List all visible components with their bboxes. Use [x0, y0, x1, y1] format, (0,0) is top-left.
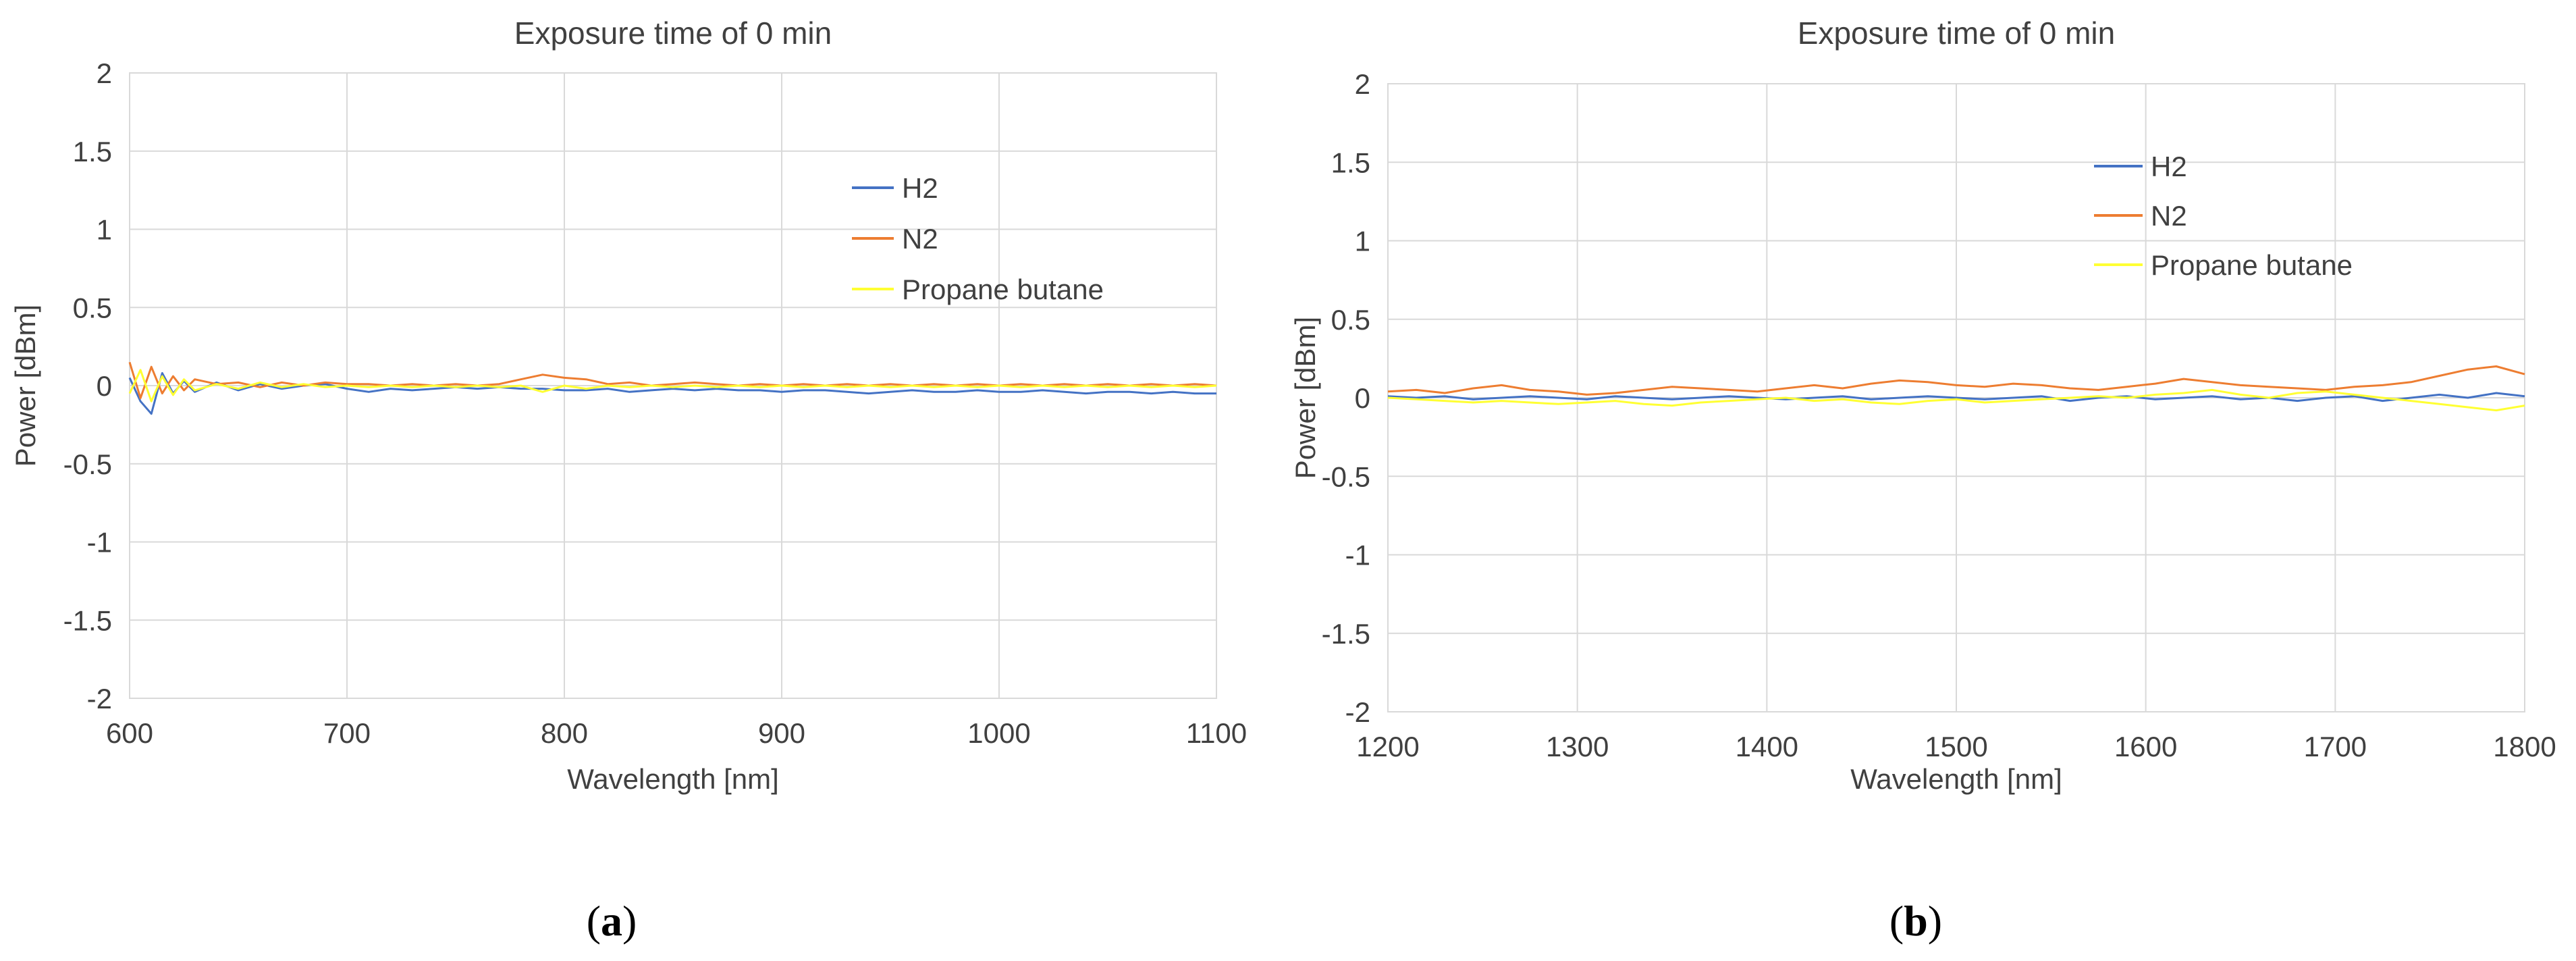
series-line-n2 — [128, 361, 1217, 399]
x-tick-label: 1700 — [2304, 731, 2367, 762]
y-tick-label: 0 — [97, 370, 112, 402]
caption-letter: a — [601, 897, 622, 945]
x-tick-label: 800 — [541, 717, 588, 749]
y-tick-label: -2 — [1345, 696, 1370, 728]
legend-label: N2 — [2151, 200, 2187, 232]
legend: H2 N2 Propane butane — [852, 172, 1104, 305]
x-tick-label: 900 — [758, 717, 805, 749]
caption-open-paren: ( — [587, 897, 601, 945]
y-tick-label: 1 — [1355, 226, 1370, 257]
series-line-n2 — [1387, 365, 2525, 396]
legend-label: Propane butane — [902, 274, 1104, 305]
x-tick-label: 700 — [323, 717, 371, 749]
y-tick-label: 2 — [97, 57, 112, 89]
y-axis-label: Power [dBm] — [9, 305, 41, 467]
x-tick-label: 1100 — [1186, 717, 1247, 749]
x-tick-label: 600 — [106, 717, 153, 749]
series-line-h2 — [1387, 392, 2525, 402]
legend: H2 N2 Propane butane — [2094, 151, 2353, 281]
y-tick-label: 2 — [1355, 68, 1370, 100]
y-tick-label: 1.5 — [1331, 147, 1370, 178]
y-tick-label: 0.5 — [73, 292, 112, 323]
y-tick-label: 0 — [1355, 382, 1370, 414]
y-tick-label: -0.5 — [63, 448, 112, 480]
legend-label: Propane butane — [2151, 249, 2353, 281]
caption-close-paren: ) — [622, 897, 637, 945]
y-tick-label: -1.5 — [1322, 618, 1370, 650]
y-tick-label: 1.5 — [73, 136, 112, 167]
legend-label: H2 — [902, 172, 938, 204]
y-tick-label: -1 — [1345, 540, 1370, 571]
caption-open-paren: ( — [1889, 897, 1904, 945]
x-tick-label: 1600 — [2114, 731, 2177, 762]
caption-letter: b — [1904, 897, 1928, 945]
y-axis-label: Power [dBm] — [1289, 317, 1321, 479]
y-tick-label: -0.5 — [1322, 461, 1370, 492]
x-tick-label: 1300 — [1546, 731, 1609, 762]
chart-title: Exposure time of 0 min — [1798, 16, 2115, 51]
y-tick-label: -1 — [87, 527, 112, 559]
x-tick-label: 1000 — [967, 717, 1030, 749]
x-axis-label: Wavelength [nm] — [567, 763, 779, 795]
series-line-propane-butane — [128, 369, 1217, 402]
series-line-h2 — [128, 372, 1216, 415]
x-axis-label: Wavelength [nm] — [1850, 763, 2062, 795]
panel-caption: (a) — [587, 897, 637, 945]
x-tick-label: 1500 — [1925, 731, 1987, 762]
y-tick-label: 1 — [97, 214, 112, 246]
chart-title: Exposure time of 0 min — [514, 16, 832, 51]
x-tick-label: 1400 — [1736, 731, 1798, 762]
y-tick-label: -2 — [87, 683, 112, 715]
legend-label: H2 — [2151, 151, 2187, 182]
x-tick-label: 1800 — [2493, 731, 2556, 762]
y-tick-label: 0.5 — [1331, 304, 1370, 336]
legend-label: N2 — [902, 223, 938, 255]
series-line-propane-butane — [1387, 388, 2525, 412]
panel-caption: (b) — [1889, 897, 1942, 945]
caption-close-paren: ) — [1928, 897, 1942, 945]
x-tick-label: 1200 — [1356, 731, 1419, 762]
y-tick-label: -1.5 — [63, 604, 112, 636]
